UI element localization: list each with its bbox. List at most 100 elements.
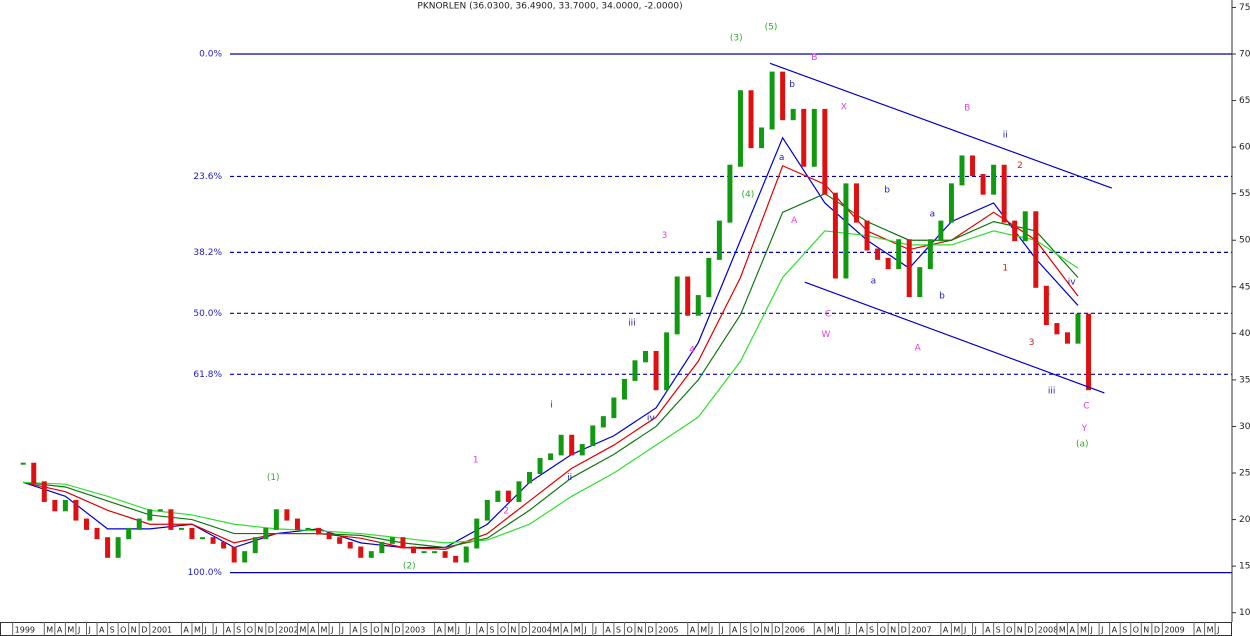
x-tick-label: M bbox=[321, 626, 328, 635]
x-tick-label: O bbox=[247, 626, 253, 635]
x-tick-label: S bbox=[616, 626, 621, 635]
wave-label: C bbox=[825, 309, 831, 319]
y-tick-label: 70 bbox=[1239, 50, 1250, 60]
x-tick-label: D bbox=[394, 626, 400, 635]
price-bar bbox=[664, 332, 670, 391]
x-tick-label: N bbox=[1017, 626, 1023, 635]
price-bar bbox=[136, 518, 142, 530]
price-bar bbox=[189, 527, 195, 540]
x-tick-label: A bbox=[352, 626, 358, 635]
price-bar bbox=[1001, 164, 1007, 223]
wave-label: 4 bbox=[1045, 289, 1051, 299]
x-tick-label: 2004 bbox=[532, 626, 552, 635]
price-bar bbox=[1033, 211, 1039, 288]
price-bar bbox=[569, 434, 575, 456]
price-bar bbox=[453, 555, 459, 563]
price-bar bbox=[811, 108, 817, 167]
x-tick-label: J bbox=[214, 626, 217, 635]
x-tick-label: 2007 bbox=[911, 626, 931, 635]
x-tick-label: A bbox=[605, 626, 611, 635]
price-bar bbox=[875, 248, 881, 260]
x-tick-label: 2009 bbox=[1164, 626, 1184, 635]
x-tick-label: M bbox=[67, 626, 74, 635]
price-bar bbox=[337, 537, 343, 544]
price-bar bbox=[105, 537, 111, 558]
price-bar bbox=[716, 220, 722, 260]
price-bar bbox=[991, 164, 997, 195]
price-bar bbox=[822, 108, 828, 195]
price-bar bbox=[1043, 285, 1049, 326]
price-bar bbox=[621, 378, 627, 400]
x-tick-label: A bbox=[437, 626, 443, 635]
wave-label: B bbox=[964, 104, 970, 114]
price-bar bbox=[1054, 323, 1060, 335]
price-bar bbox=[917, 267, 923, 298]
price-bar bbox=[548, 453, 554, 461]
x-tick-label: A bbox=[732, 626, 738, 635]
y-tick-label: 40 bbox=[1239, 329, 1250, 339]
y-tick-label: 20 bbox=[1239, 515, 1250, 525]
price-bar bbox=[273, 509, 279, 530]
x-tick-label: D bbox=[141, 626, 147, 635]
x-tick-label: J bbox=[836, 626, 839, 635]
price-bar bbox=[94, 527, 100, 540]
x-tick-label: N bbox=[384, 626, 390, 635]
fib-label: 50.0% bbox=[193, 309, 222, 319]
wave-label: 2 bbox=[1017, 161, 1023, 171]
price-bar bbox=[432, 551, 438, 554]
x-tick-label: 1999 bbox=[15, 626, 35, 635]
price-bar bbox=[505, 490, 511, 502]
price-bar bbox=[527, 472, 533, 484]
x-tick-label: D bbox=[901, 626, 907, 635]
wave-label: (a) bbox=[1076, 440, 1089, 450]
wave-label: (2) bbox=[403, 562, 416, 572]
x-tick-label: A bbox=[57, 626, 63, 635]
wave-label: Y bbox=[1081, 424, 1088, 434]
x-tick-label: O bbox=[753, 626, 759, 635]
price-bar bbox=[1022, 211, 1028, 242]
price-bar bbox=[727, 164, 733, 223]
x-tick-label: M bbox=[700, 626, 707, 635]
price-bar bbox=[294, 518, 300, 530]
price-bar bbox=[200, 537, 206, 540]
price-bar bbox=[600, 416, 606, 428]
price-bar bbox=[347, 541, 353, 549]
x-tick-label: J bbox=[467, 626, 470, 635]
price-bar bbox=[1064, 332, 1070, 344]
y-tick-label: 50 bbox=[1239, 236, 1250, 246]
price-bar bbox=[927, 239, 933, 270]
fib-label: 0.0% bbox=[199, 50, 222, 60]
wave-label: b bbox=[884, 185, 890, 195]
x-tick-label: M bbox=[299, 626, 306, 635]
wave-label: W bbox=[821, 330, 830, 340]
price-bar bbox=[400, 537, 406, 549]
x-tick-label: N bbox=[764, 626, 770, 635]
wave-label: (4) bbox=[741, 190, 754, 200]
moving-average bbox=[23, 230, 1079, 544]
price-bar bbox=[210, 537, 216, 544]
x-tick-label: N bbox=[510, 626, 516, 635]
x-tick-label: J bbox=[974, 626, 977, 635]
price-bar bbox=[157, 509, 163, 512]
x-tick-label: J bbox=[1216, 626, 1219, 635]
y-tick-label: 25 bbox=[1239, 469, 1250, 479]
x-tick-label: J bbox=[720, 626, 723, 635]
price-bar bbox=[516, 481, 522, 502]
price-bar bbox=[759, 127, 765, 149]
x-tick-label: A bbox=[99, 626, 105, 635]
y-tick-label: 30 bbox=[1239, 422, 1250, 432]
price-bar bbox=[263, 527, 269, 540]
wave-label: 1 bbox=[473, 455, 479, 465]
x-tick-label: J bbox=[710, 626, 713, 635]
wave-label: b bbox=[789, 80, 795, 90]
x-tick-label: D bbox=[521, 626, 527, 635]
x-tick-label: O bbox=[373, 626, 379, 635]
price-bar bbox=[421, 551, 427, 554]
wave-label: iv bbox=[647, 414, 656, 424]
price-bar bbox=[368, 551, 374, 558]
y-tick-label: 35 bbox=[1239, 375, 1250, 385]
x-tick-label: J bbox=[847, 626, 850, 635]
price-bar bbox=[147, 509, 153, 521]
price-bar bbox=[948, 183, 954, 223]
